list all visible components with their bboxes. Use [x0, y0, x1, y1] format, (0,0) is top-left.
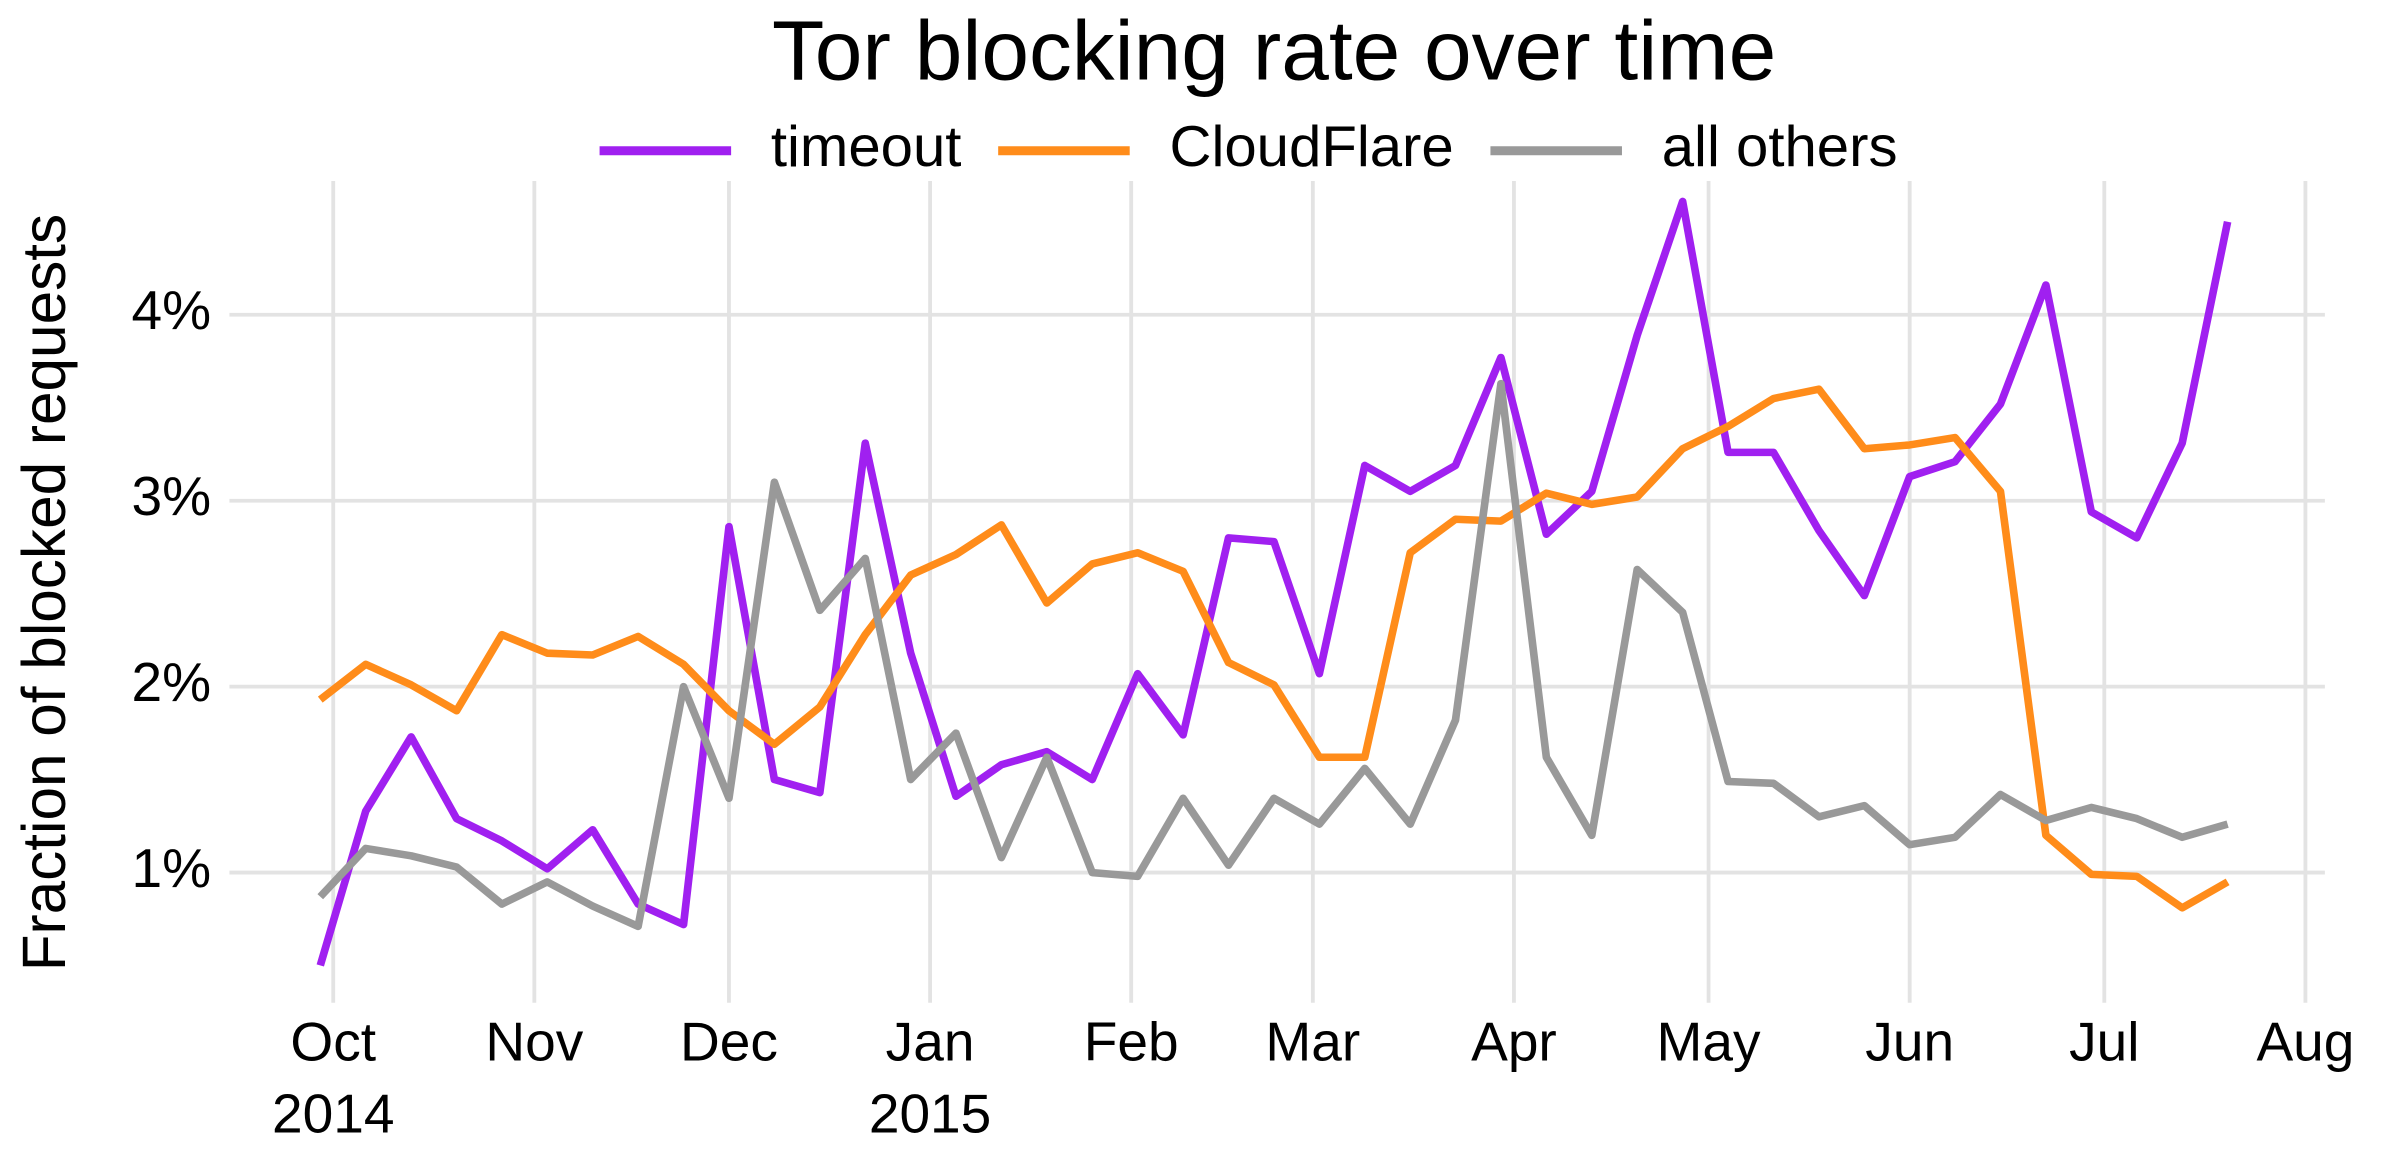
- y-tick-label: 2%: [132, 652, 212, 713]
- y-tick-label: 1%: [132, 838, 212, 899]
- legend-label: CloudFlare: [1169, 115, 1453, 179]
- x-tick-label: Dec: [680, 1012, 778, 1073]
- y-tick-label: 4%: [132, 280, 212, 341]
- line-series: [317, 385, 2230, 912]
- line-series: [317, 379, 2229, 931]
- x-tick-label: Jul: [2069, 1012, 2139, 1073]
- y-tick-label: 3%: [132, 466, 212, 527]
- grid: [229, 180, 2325, 1003]
- x-tick-label: Aug: [2256, 1012, 2354, 1073]
- x-tick-label: May: [1657, 1012, 1762, 1073]
- x-tick-label: Jan 2015: [869, 1012, 991, 1145]
- legend: timeout CloudFlare all others: [599, 115, 1898, 179]
- x-tick-label: Apr: [1471, 1012, 1557, 1073]
- x-tick-label: Mar: [1265, 1012, 1360, 1073]
- x-tick-label: Jun: [1865, 1012, 1954, 1073]
- x-tick-label: Nov: [485, 1012, 584, 1073]
- chart-title: Tor blocking rate over time: [772, 4, 1776, 98]
- legend-label: all others: [1662, 115, 1898, 179]
- line-series: [316, 197, 2232, 967]
- y-axis-label: Fraction of blocked requests: [10, 214, 78, 971]
- x-tick-label: Feb: [1084, 1012, 1179, 1073]
- x-tick-label: Oct 2014: [272, 1012, 394, 1145]
- legend-label: timeout: [771, 115, 962, 179]
